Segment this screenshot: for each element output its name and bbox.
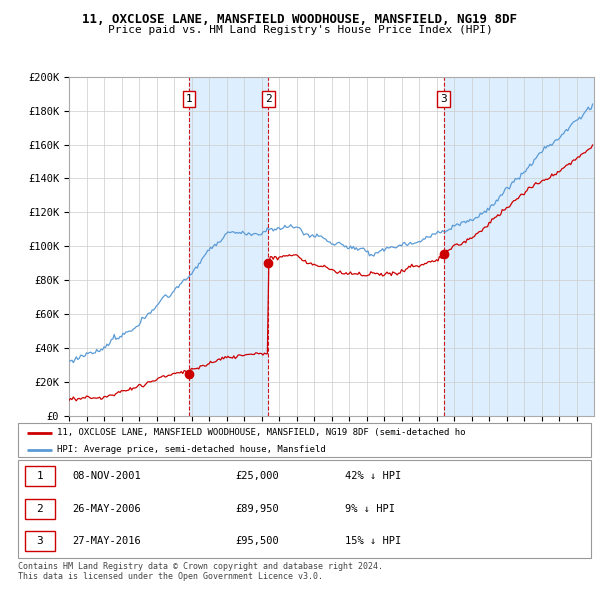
Text: 2: 2 xyxy=(37,504,43,514)
Bar xyxy=(189,77,268,416)
Bar xyxy=(443,77,594,416)
Bar xyxy=(25,499,55,519)
Text: 42% ↓ HPI: 42% ↓ HPI xyxy=(344,471,401,481)
Text: 1: 1 xyxy=(185,94,193,104)
Text: 9% ↓ HPI: 9% ↓ HPI xyxy=(344,504,395,514)
Text: Price paid vs. HM Land Registry's House Price Index (HPI): Price paid vs. HM Land Registry's House … xyxy=(107,25,493,35)
Text: 08-NOV-2001: 08-NOV-2001 xyxy=(73,471,141,481)
Text: £89,950: £89,950 xyxy=(236,504,280,514)
Text: £25,000: £25,000 xyxy=(236,471,280,481)
Bar xyxy=(25,466,55,487)
Text: 3: 3 xyxy=(37,536,43,546)
Text: 2: 2 xyxy=(265,94,272,104)
Text: £95,500: £95,500 xyxy=(236,536,280,546)
Text: 3: 3 xyxy=(440,94,447,104)
Text: Contains HM Land Registry data © Crown copyright and database right 2024.
This d: Contains HM Land Registry data © Crown c… xyxy=(18,562,383,581)
Text: 11, OXCLOSE LANE, MANSFIELD WOODHOUSE, MANSFIELD, NG19 8DF: 11, OXCLOSE LANE, MANSFIELD WOODHOUSE, M… xyxy=(83,12,517,26)
Bar xyxy=(25,531,55,552)
Text: 26-MAY-2006: 26-MAY-2006 xyxy=(73,504,141,514)
Text: 15% ↓ HPI: 15% ↓ HPI xyxy=(344,536,401,546)
Text: 11, OXCLOSE LANE, MANSFIELD WOODHOUSE, MANSFIELD, NG19 8DF (semi-detached ho: 11, OXCLOSE LANE, MANSFIELD WOODHOUSE, M… xyxy=(57,428,466,437)
Text: 27-MAY-2016: 27-MAY-2016 xyxy=(73,536,141,546)
Text: 1: 1 xyxy=(37,471,43,481)
Text: HPI: Average price, semi-detached house, Mansfield: HPI: Average price, semi-detached house,… xyxy=(57,445,326,454)
